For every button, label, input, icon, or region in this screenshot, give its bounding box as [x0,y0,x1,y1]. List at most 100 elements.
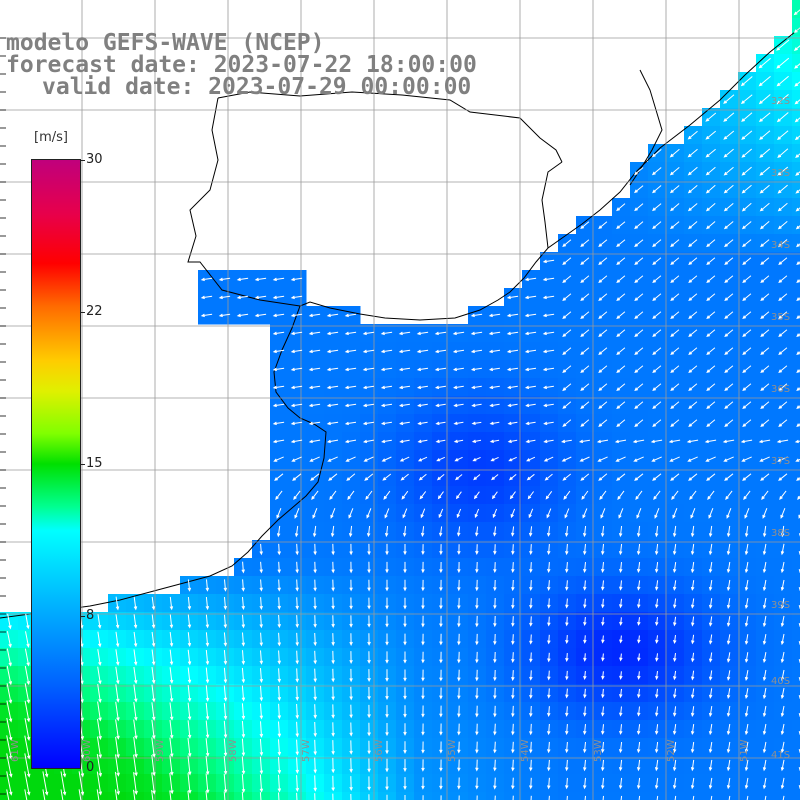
wind-arrow [796,261,800,266]
wind-arrow [795,225,800,230]
wind-arrow [796,405,800,410]
wind-arrow [759,148,771,158]
wind-arrow [796,387,800,392]
wind-speed-cell [792,486,800,505]
wind-arrow [794,63,800,69]
wind-arrow [421,544,425,556]
wind-arrow [421,615,425,628]
wind-arrow [24,789,28,800]
wind-arrow [583,580,587,591]
wind-arrow [78,771,85,796]
wind-arrow [618,508,624,519]
wind-arrow [778,401,788,410]
wind-arrow [544,473,553,481]
wind-arrow [326,439,339,444]
wind-arrow [200,277,213,282]
wind-arrow [218,313,231,318]
wind-arrow [562,329,572,338]
wind-arrow [529,741,533,754]
wind-arrow [331,668,335,683]
wind-arrow [744,543,749,556]
wind-speed-cell [162,792,181,800]
wind-arrow [295,757,300,774]
wind-arrow [24,735,31,760]
wind-arrow [672,741,677,754]
wind-arrow [6,771,13,796]
wind-arrow [295,650,299,665]
wind-arrow [313,757,317,774]
wind-arrow [705,203,716,212]
wind-arrow [798,604,800,610]
wind-arrow [780,777,785,790]
wind-arrow [583,688,587,699]
wind-arrow [672,562,677,574]
wind-arrow [543,421,554,426]
wind-arrow [362,403,375,408]
wind-arrow [706,275,716,284]
wind-arrow [295,615,299,629]
wind-arrow [398,385,411,390]
wind-arrow [583,543,587,556]
latitude-label: 38S [771,528,790,539]
wind-arrow [290,439,303,444]
wind-arrow [634,329,644,338]
wind-arrow [169,667,174,684]
wind-arrow [489,403,500,408]
wind-arrow [151,649,156,666]
wind-arrow [526,456,536,462]
wind-arrow [746,795,749,800]
wind-arrow [439,597,443,610]
wind-arrow [744,616,749,628]
wind-arrow [744,634,749,645]
wind-arrow [760,365,770,374]
wind-arrow [385,597,389,610]
wind-arrow [673,635,677,645]
wind-arrow [616,365,626,374]
wind-arrow [776,39,790,51]
wind-arrow [616,239,626,248]
wind-arrow [796,333,800,338]
wind-arrow [115,596,120,611]
wind-arrow [507,385,518,390]
wind-speed-cell [792,342,800,361]
wind-arrow [744,741,749,754]
wind-arrow [457,777,461,790]
wind-arrow [439,777,443,790]
wind-arrow [349,561,353,574]
wind-arrow [419,491,427,500]
wind-arrow [654,759,659,772]
wind-arrow [313,739,317,756]
wind-speed-cell [198,792,217,800]
wind-speed-cell [792,72,800,91]
wind-arrow [205,755,210,776]
wind-arrow [619,635,623,644]
wind-arrow [290,421,303,426]
wind-arrow [777,202,788,212]
wind-arrow [6,683,13,704]
wind-arrow [457,759,461,772]
wind-arrow [655,598,659,609]
wind-arrow [599,490,607,501]
wind-arrow [403,687,407,700]
wind-arrow [726,723,731,736]
latitude-label: 37S [771,456,790,467]
wind-arrow [312,525,317,538]
wind-arrow [241,791,244,800]
wind-arrow [420,526,425,537]
wind-arrow [760,473,770,481]
wind-arrow [367,615,371,628]
wind-arrow [326,349,339,354]
wind-speed-cell [792,684,800,703]
wind-arrow [309,456,320,462]
wind-arrow [259,561,263,574]
wind-arrow [652,401,662,410]
longitude-label: 52W [666,739,677,762]
wind-arrow [381,439,392,444]
wind-arrow [565,670,569,681]
wind-speed-cell [792,540,800,559]
wind-arrow [403,597,407,610]
wind-arrow [272,295,285,300]
wind-speed-cell [792,774,800,793]
wind-arrow [706,311,716,320]
wind-arrow [366,508,372,519]
